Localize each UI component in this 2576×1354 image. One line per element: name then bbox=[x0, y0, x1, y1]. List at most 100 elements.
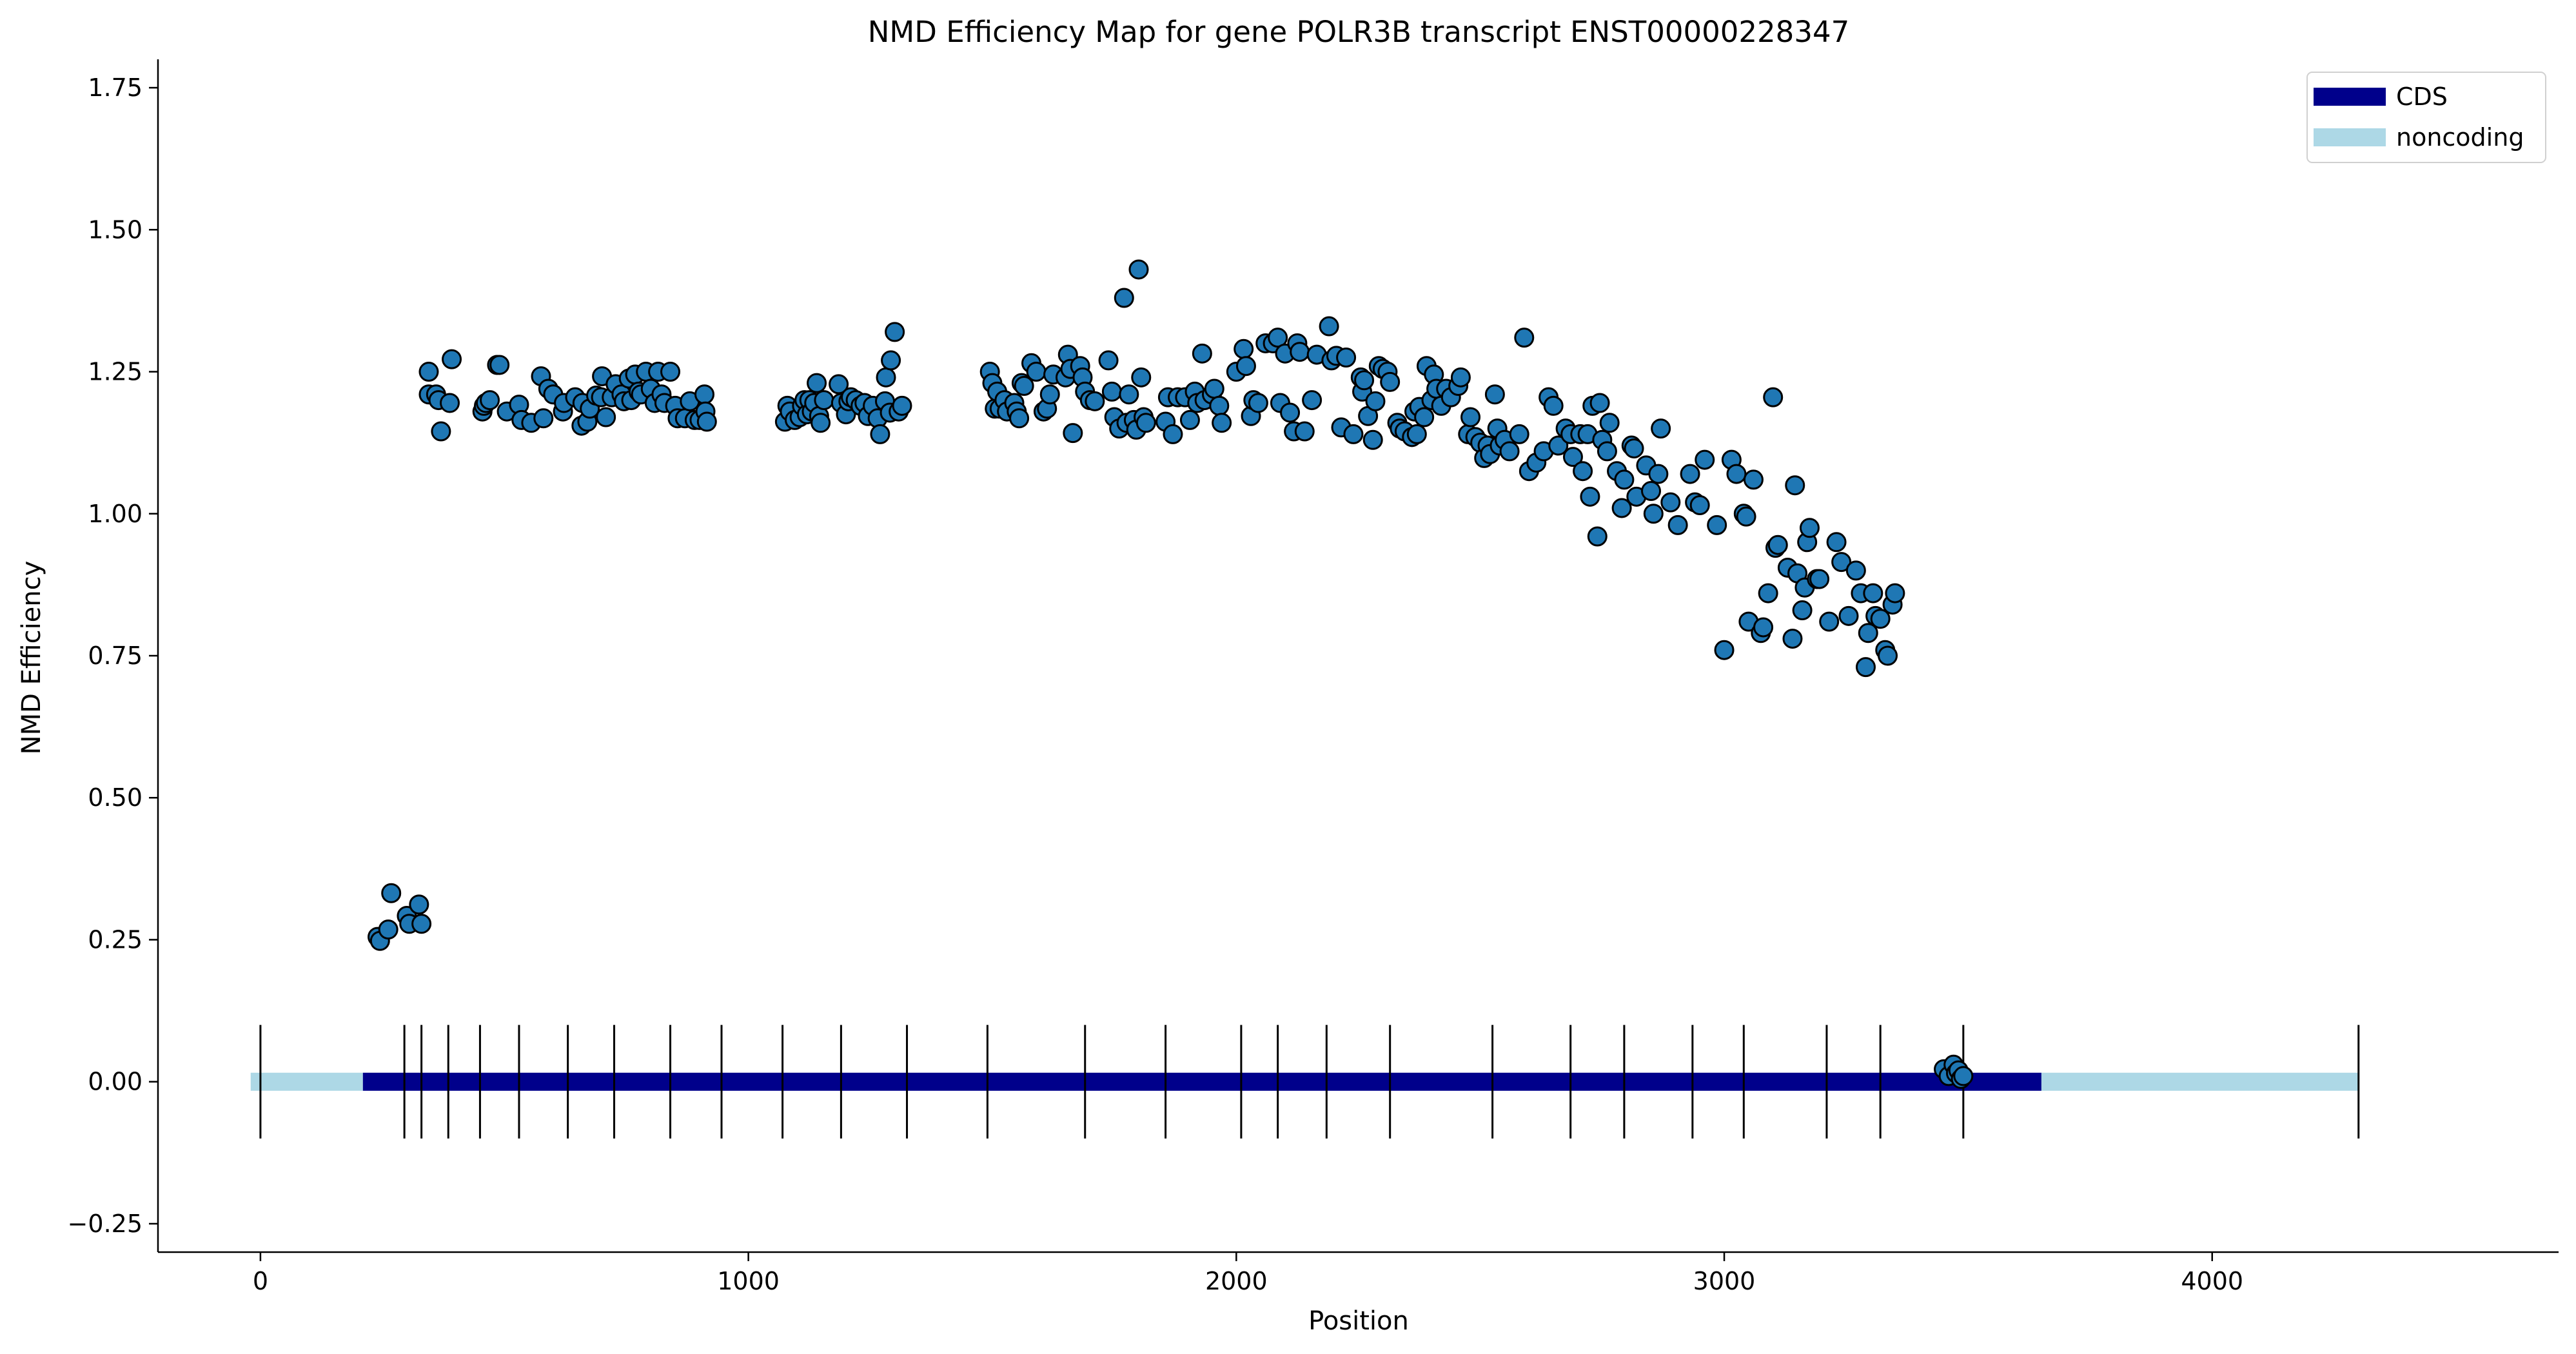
y-tick-label: 0.25 bbox=[88, 925, 143, 954]
data-point bbox=[1819, 611, 1840, 632]
data-point bbox=[876, 367, 896, 388]
data-point bbox=[1763, 387, 1784, 407]
data-point bbox=[1785, 475, 1805, 496]
data-point bbox=[892, 395, 912, 416]
y-tick-label: 0.50 bbox=[88, 783, 143, 812]
data-point bbox=[480, 390, 500, 411]
data-point bbox=[1209, 395, 1230, 416]
y-tick-label: 1.00 bbox=[88, 500, 143, 528]
x-tick-label: 2000 bbox=[1205, 1267, 1268, 1295]
data-point bbox=[811, 413, 831, 433]
data-point bbox=[1380, 371, 1401, 392]
x-tick-label: 0 bbox=[253, 1267, 268, 1295]
data-point bbox=[1838, 605, 1859, 626]
data-point bbox=[1614, 469, 1635, 490]
data-point bbox=[1667, 515, 1688, 535]
data-point bbox=[1680, 464, 1700, 484]
data-point bbox=[1548, 435, 1569, 456]
data-point bbox=[1101, 381, 1122, 402]
data-point bbox=[442, 349, 462, 369]
data-point bbox=[409, 894, 429, 915]
data-point bbox=[1026, 362, 1047, 382]
data-point bbox=[1212, 413, 1232, 433]
data-point bbox=[1767, 535, 1788, 555]
data-point bbox=[1114, 288, 1134, 308]
data-point bbox=[1336, 348, 1357, 368]
data-point bbox=[1248, 393, 1268, 413]
data-point bbox=[870, 424, 890, 444]
data-point bbox=[1450, 367, 1471, 388]
x-tick-label: 4000 bbox=[2181, 1267, 2243, 1295]
data-point bbox=[411, 914, 432, 934]
data-point bbox=[1414, 407, 1435, 427]
data-point bbox=[418, 362, 439, 382]
data-point bbox=[1302, 390, 1322, 411]
data-point bbox=[440, 393, 460, 413]
transcript-track bbox=[250, 1025, 2360, 1139]
data-point bbox=[1599, 413, 1620, 433]
data-point bbox=[1499, 441, 1520, 462]
data-point bbox=[1365, 391, 1386, 411]
data-point bbox=[1290, 342, 1310, 362]
data-point bbox=[1294, 421, 1315, 442]
data-point bbox=[814, 390, 834, 411]
data-point bbox=[381, 883, 402, 903]
data-point bbox=[1580, 486, 1600, 507]
data-point bbox=[1651, 418, 1671, 439]
data-point bbox=[1406, 424, 1427, 444]
data-point bbox=[1707, 515, 1727, 535]
data-point bbox=[1695, 449, 1715, 470]
data-point bbox=[1953, 1066, 1974, 1086]
data-point bbox=[1009, 408, 1030, 429]
data-point bbox=[1597, 441, 1617, 462]
data-point bbox=[1736, 506, 1756, 527]
data-point bbox=[1792, 600, 1813, 621]
data-point bbox=[1063, 423, 1083, 444]
data-point bbox=[1484, 384, 1505, 405]
data-point bbox=[1641, 481, 1662, 502]
data-point bbox=[1878, 645, 1898, 666]
data-point bbox=[1128, 259, 1149, 280]
data-point bbox=[1611, 498, 1632, 518]
data-point bbox=[885, 322, 905, 342]
data-point bbox=[1831, 552, 1852, 573]
data-point bbox=[489, 355, 510, 375]
y-tick-label: 0.00 bbox=[88, 1068, 143, 1096]
data-point bbox=[1509, 424, 1529, 444]
data-point bbox=[1643, 504, 1664, 524]
x-tick-label: 3000 bbox=[1693, 1267, 1756, 1295]
y-tick-label: 1.50 bbox=[88, 215, 143, 244]
data-point bbox=[1204, 378, 1224, 399]
y-tick-label: 1.25 bbox=[88, 358, 143, 386]
data-point bbox=[1589, 393, 1610, 413]
data-point bbox=[1799, 518, 1820, 538]
data-point bbox=[694, 384, 715, 405]
data-point bbox=[1726, 464, 1747, 484]
data-point bbox=[1362, 429, 1383, 450]
data-point bbox=[1714, 640, 1735, 660]
data-point bbox=[1660, 492, 1681, 513]
data-point bbox=[881, 350, 901, 371]
data-point bbox=[1573, 461, 1593, 482]
chart-title: NMD Efficiency Map for gene POLR3B trans… bbox=[868, 15, 1849, 49]
data-point bbox=[1192, 343, 1212, 364]
data-point bbox=[1845, 560, 1866, 581]
data-point bbox=[1179, 409, 1200, 430]
data-point bbox=[1319, 316, 1339, 337]
y-axis-label: NMD Efficiency bbox=[17, 561, 46, 755]
data-point bbox=[1268, 328, 1288, 348]
data-point bbox=[1235, 356, 1256, 377]
data-point bbox=[1863, 583, 1883, 603]
data-point bbox=[1514, 328, 1535, 348]
y-tick-label: −0.25 bbox=[68, 1210, 143, 1238]
data-point bbox=[1689, 495, 1710, 516]
data-point bbox=[1014, 376, 1034, 397]
y-tick-label: 0.75 bbox=[88, 642, 143, 670]
data-point bbox=[1039, 384, 1060, 405]
data-point bbox=[1885, 583, 1905, 603]
data-point bbox=[1855, 657, 1876, 678]
y-tick-label: 1.75 bbox=[88, 74, 143, 102]
data-point bbox=[1587, 526, 1608, 547]
